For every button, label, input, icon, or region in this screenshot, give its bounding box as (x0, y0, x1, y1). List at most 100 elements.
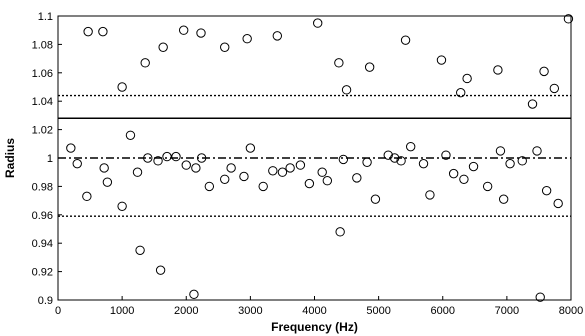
data-point (389, 153, 400, 163)
reference-lines (58, 94, 571, 217)
data-point (517, 156, 527, 166)
data-point (277, 167, 288, 177)
data-point (441, 150, 451, 160)
y-tick-label: 0.92 (32, 267, 53, 279)
x-tick-label: 2000 (174, 305, 198, 317)
data-point (563, 14, 574, 24)
data-point (456, 87, 466, 98)
data-point (98, 26, 108, 37)
data-point (83, 26, 93, 37)
y-tick-label: 1.02 (32, 125, 53, 137)
y-tick-label: 0.9 (38, 295, 53, 307)
data-point (396, 156, 406, 166)
x-tick-label: 7000 (495, 305, 519, 317)
data-point (362, 157, 372, 167)
data-point (125, 130, 136, 140)
data-point (535, 292, 545, 302)
y-axis-ticks: 0.9 0.92 0.94 0.96 0.98 1 1.02 1.04 1.06 1.08 1.1 (32, 11, 62, 307)
data-point (505, 158, 515, 169)
x-tick-label: 6000 (431, 305, 455, 317)
data-point (539, 66, 549, 77)
x-tick-label: 5000 (366, 305, 390, 317)
data-point (189, 289, 199, 300)
data-point (295, 160, 306, 170)
data-point (425, 190, 435, 200)
x-axis-title: Frequency (Hz) (271, 320, 358, 334)
y-tick-label: 0.94 (32, 238, 53, 250)
data-point (102, 177, 113, 187)
data-point (204, 181, 215, 192)
data-point (191, 163, 201, 173)
data-point (341, 85, 352, 95)
y-tick-label: 1.08 (32, 39, 53, 51)
y-tick-label: 1.1 (38, 11, 53, 23)
data-point (352, 173, 362, 183)
data-point (532, 146, 542, 156)
data-point (117, 201, 127, 211)
x-tick-label: 0 (55, 305, 61, 317)
data-point (370, 194, 381, 204)
data-point (158, 42, 168, 52)
data-point (418, 158, 429, 169)
x-tick-label: 8000 (559, 305, 583, 317)
data-point (171, 151, 181, 162)
data-point (322, 176, 333, 186)
data-point (242, 34, 252, 44)
y-axis-title: Radius (3, 138, 17, 178)
data-point (258, 181, 268, 192)
data-point (245, 143, 256, 153)
data-point (155, 265, 166, 275)
y-tick-label: 1.06 (32, 68, 53, 80)
data-point (495, 146, 506, 156)
data-point (498, 194, 509, 204)
data-point (549, 83, 560, 94)
x-tick-label: 4000 (302, 305, 326, 317)
data-point (66, 143, 76, 153)
data-point (140, 58, 150, 68)
data-point (117, 82, 127, 92)
data-point (268, 166, 278, 176)
x-tick-label: 1000 (110, 305, 134, 317)
data-point (462, 73, 472, 84)
data-point (153, 156, 163, 166)
data-point (272, 31, 283, 41)
y-tick-label: 1.04 (32, 96, 53, 108)
data-point (468, 161, 479, 172)
data-point (132, 167, 143, 177)
y-tick-label: 0.96 (32, 210, 53, 222)
data-point (220, 42, 230, 52)
data-point (541, 185, 552, 196)
data-point (72, 158, 82, 169)
data-point (239, 171, 249, 182)
data-point (304, 178, 315, 189)
data-point (143, 153, 153, 163)
data-point (196, 153, 207, 163)
data-point (383, 150, 393, 160)
data-point (553, 198, 563, 209)
data-point (162, 151, 172, 162)
data-point (181, 160, 191, 170)
data-points (66, 14, 574, 302)
data-point (364, 62, 375, 72)
data-point (99, 163, 109, 173)
data-point (82, 191, 92, 202)
data-point (178, 25, 189, 35)
y-tick-label: 0.98 (32, 181, 53, 193)
data-point (335, 227, 345, 237)
data-point (459, 174, 469, 185)
data-point (334, 58, 344, 68)
data-point (317, 167, 327, 177)
data-point (400, 35, 411, 45)
data-point (482, 181, 493, 192)
data-point (220, 174, 230, 185)
y-tick-label: 1 (47, 153, 53, 165)
data-point (448, 168, 459, 179)
x-tick-label: 3000 (238, 305, 262, 317)
data-point (405, 141, 416, 152)
data-point (135, 245, 145, 256)
data-point (285, 163, 295, 173)
data-point (493, 65, 503, 75)
data-point (527, 99, 538, 109)
data-point (313, 18, 323, 28)
